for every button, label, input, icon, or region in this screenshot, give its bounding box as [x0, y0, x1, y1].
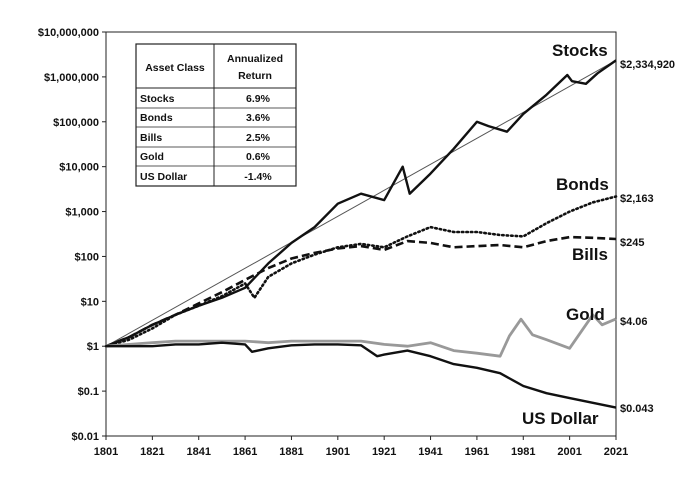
x-tick-label: 1941 — [418, 446, 442, 458]
x-tick-label: 1981 — [511, 446, 535, 458]
y-tick-label: $100 — [75, 251, 99, 263]
series-line-gold — [105, 313, 617, 358]
y-tick-label: $100,000 — [53, 117, 99, 129]
returns-table: Asset Class Annualized Return Stocks 6.9… — [135, 43, 297, 187]
plot-area — [105, 31, 617, 437]
end-label-gold: $4.06 — [620, 316, 648, 328]
x-tick-label: 2021 — [604, 446, 628, 458]
table-cell-asset: US Dollar — [140, 171, 187, 183]
y-tick-label: $10,000,000 — [38, 27, 99, 39]
table-cell-return: 0.6% — [246, 151, 271, 163]
y-tick-label: $0.1 — [78, 386, 99, 398]
table-header-asset-class: Asset Class — [145, 62, 205, 74]
series-labels: Stocks Bonds Bills Gold US Dollar — [522, 41, 609, 428]
series-label-bonds: Bonds — [556, 175, 609, 194]
x-axis: 1801 1821 1841 1861 1881 1901 1921 1941 1961 1981… — [94, 436, 628, 458]
y-tick-label: $1 — [87, 341, 99, 353]
table-cell-return: 6.9% — [246, 93, 271, 105]
series-line-us-dollar — [106, 341, 617, 409]
series-label-us-dollar: US Dollar — [522, 409, 599, 428]
x-tick-label: 1921 — [372, 446, 396, 458]
x-tick-label: 1961 — [465, 446, 489, 458]
y-tick-label: $1,000,000 — [44, 72, 99, 84]
table-cell-asset: Gold — [140, 151, 164, 163]
table-cell-asset: Bonds — [140, 112, 173, 124]
end-label-stocks: $2,334,920 — [620, 59, 675, 71]
table-frame — [135, 43, 297, 187]
table-cell-return: 3.6% — [246, 112, 271, 124]
y-tick-label: $10 — [81, 296, 99, 308]
series-group — [104, 59, 618, 409]
x-tick-label: 1861 — [233, 446, 257, 458]
x-tick-label: 1881 — [279, 446, 303, 458]
series-label-bills: Bills — [572, 245, 608, 264]
end-label-us-dollar: $0.043 — [620, 403, 654, 415]
series-line-bonds — [104, 195, 618, 348]
table-header-annualized: Annualized — [227, 53, 283, 65]
table-cell-asset: Stocks — [140, 93, 175, 105]
series-label-stocks: Stocks — [552, 41, 608, 60]
end-label-bonds: $2,163 — [620, 193, 654, 205]
y-tick-label: $10,000 — [59, 162, 99, 174]
end-value-labels: $2,334,920 $2,163 $245 $4.06 $0.043 — [620, 59, 675, 415]
table-cell-asset: Bills — [140, 132, 162, 144]
table-cell-return: 2.5% — [246, 132, 271, 144]
series-line-bills — [105, 235, 617, 348]
table-cell-return: -1.4% — [244, 171, 272, 183]
y-tick-label: $1,000 — [65, 207, 99, 219]
table-header-return: Return — [238, 70, 272, 82]
x-tick-label: 2001 — [557, 446, 581, 458]
x-tick-label: 1821 — [140, 446, 164, 458]
x-tick-label: 1841 — [186, 446, 210, 458]
x-tick-label: 1901 — [326, 446, 350, 458]
end-label-bills: $245 — [620, 237, 644, 249]
y-axis: $10,000,000 $1,000,000 $100,000 $10,000 $1,0… — [38, 27, 106, 443]
x-tick-label: 1801 — [94, 446, 118, 458]
y-tick-label: $0.01 — [71, 431, 99, 443]
series-label-gold: Gold — [566, 305, 605, 324]
